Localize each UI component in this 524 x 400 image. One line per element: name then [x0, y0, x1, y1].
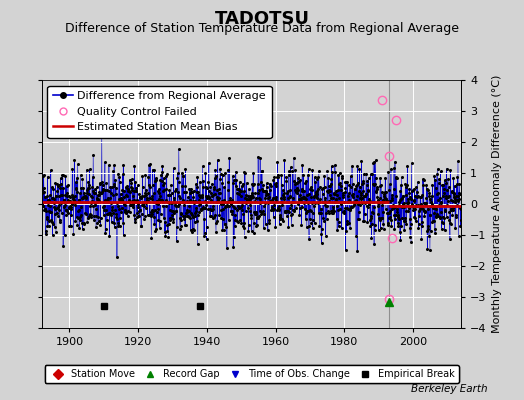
Text: Berkeley Earth: Berkeley Earth — [411, 384, 487, 394]
Y-axis label: Monthly Temperature Anomaly Difference (°C): Monthly Temperature Anomaly Difference (… — [492, 75, 502, 333]
Text: Difference of Station Temperature Data from Regional Average: Difference of Station Temperature Data f… — [65, 22, 459, 35]
Text: TADOTSU: TADOTSU — [214, 10, 310, 28]
Legend: Station Move, Record Gap, Time of Obs. Change, Empirical Break: Station Move, Record Gap, Time of Obs. C… — [45, 365, 459, 383]
